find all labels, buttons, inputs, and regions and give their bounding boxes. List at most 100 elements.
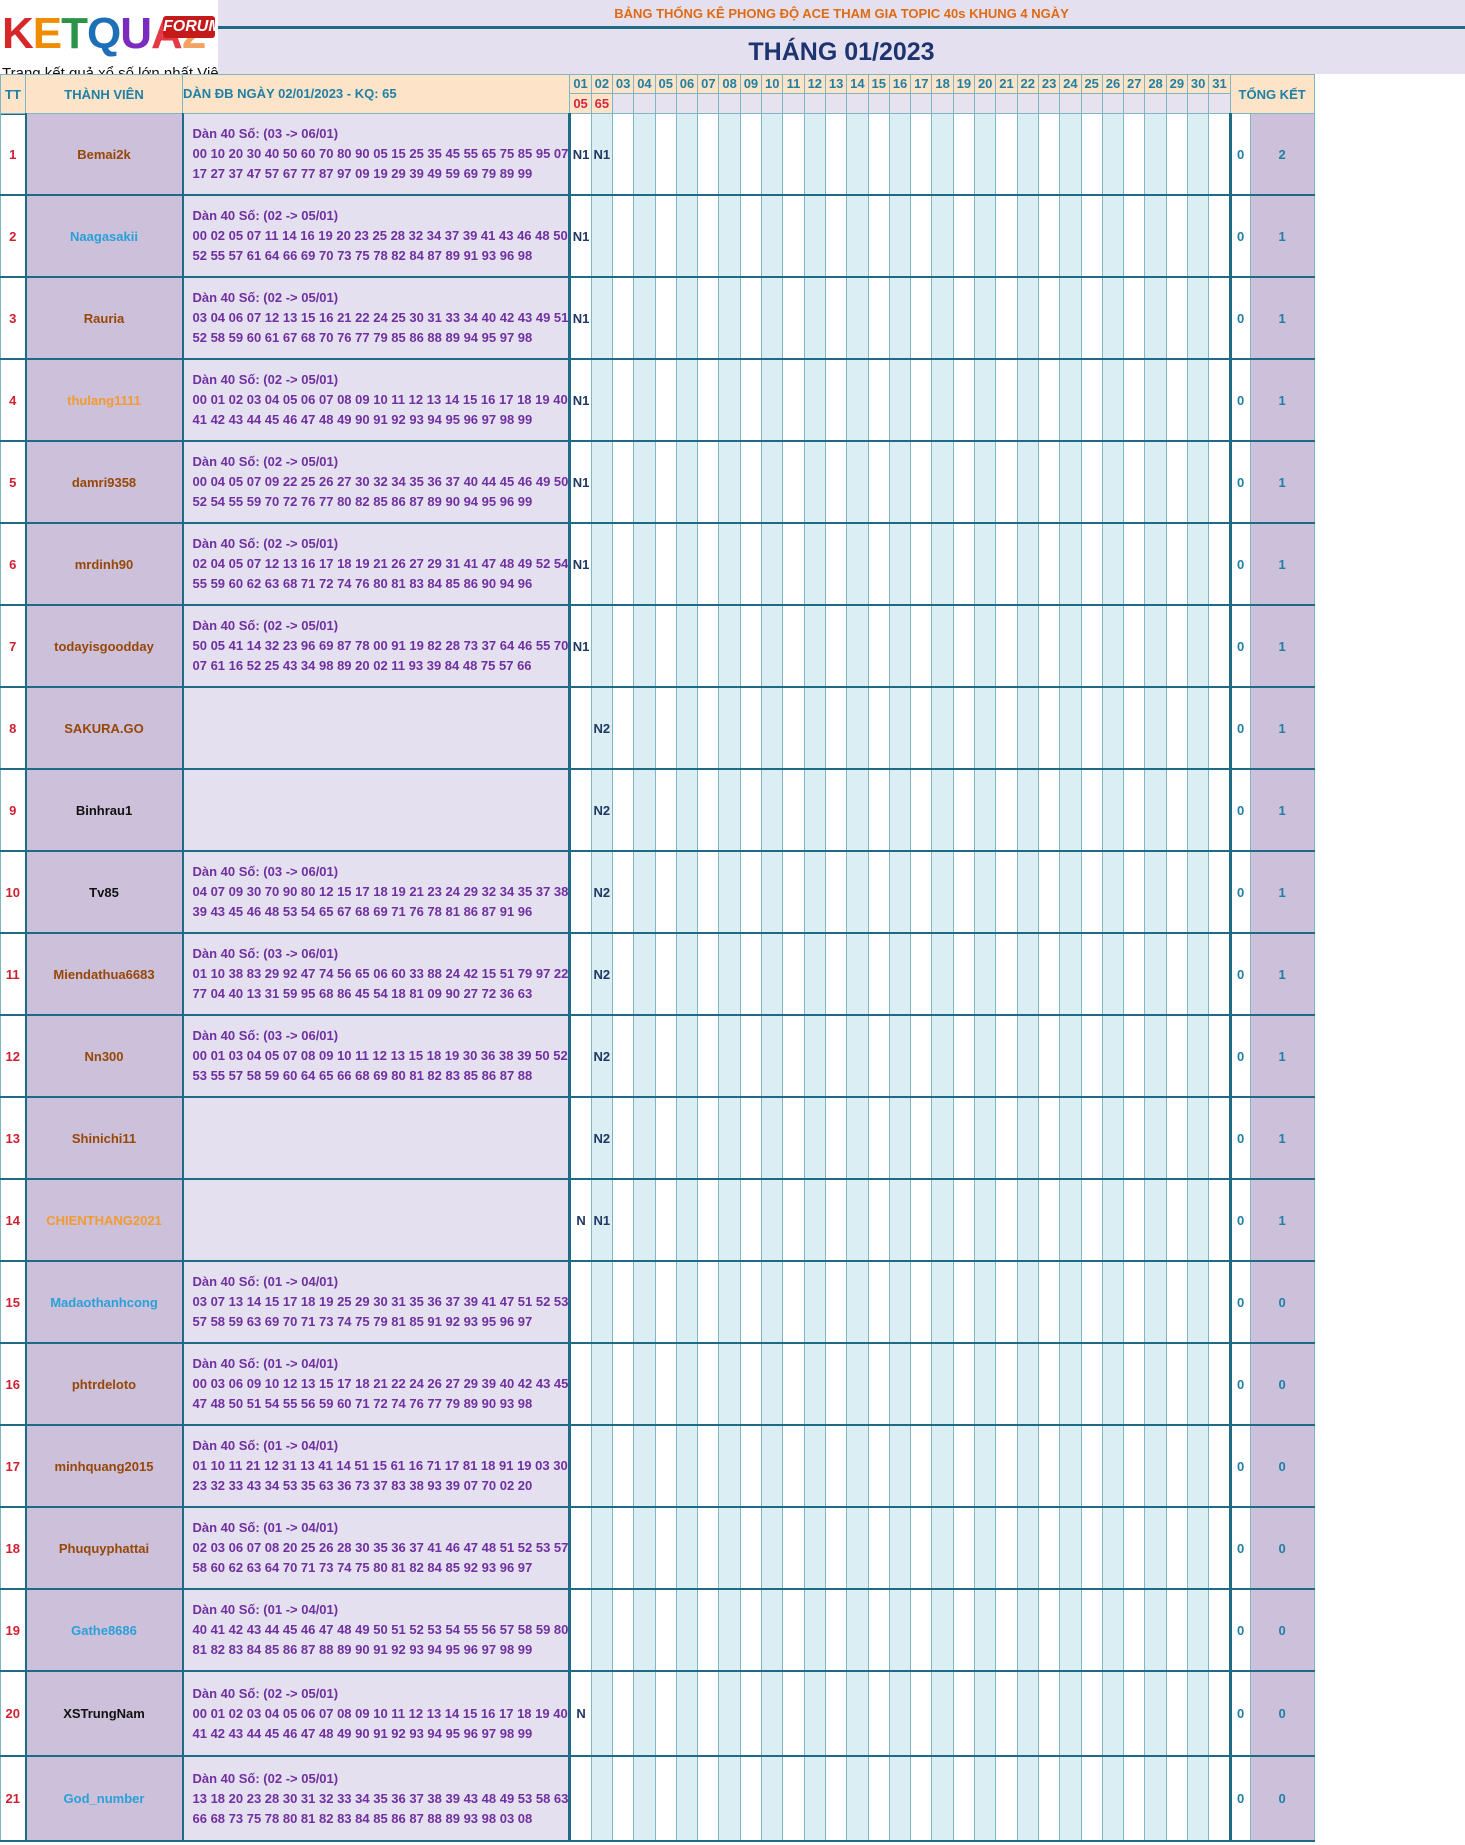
day-cell bbox=[888, 1670, 912, 1757]
day-cell bbox=[1123, 194, 1146, 278]
table-row: 12 Nn300 Dàn 40 Số: (03 -> 06/01) 00 01 03 … bbox=[0, 1014, 1315, 1098]
header-day: 02 bbox=[590, 74, 614, 94]
row-number: 9 bbox=[0, 768, 27, 852]
dan-line: 01 10 38 83 29 92 47 74 56 65 06 60 33 8… bbox=[192, 966, 569, 981]
day-cell bbox=[1080, 1588, 1103, 1672]
day-cell bbox=[1144, 1014, 1167, 1098]
row-number: 6 bbox=[0, 522, 27, 606]
day-cell bbox=[931, 850, 954, 934]
day-cell bbox=[1123, 522, 1146, 606]
header-day: 06 bbox=[675, 74, 699, 94]
day-cell bbox=[888, 686, 912, 770]
dan-line: Dàn 40 Số: (01 -> 04/01) bbox=[192, 1274, 339, 1289]
day-cell bbox=[782, 686, 805, 770]
day-cell bbox=[1016, 113, 1039, 196]
day-cell bbox=[782, 522, 805, 606]
day-cell bbox=[718, 850, 741, 934]
day-cell bbox=[1101, 113, 1125, 196]
result-cell bbox=[846, 92, 869, 115]
day-cell bbox=[910, 1014, 933, 1098]
day-cell bbox=[1059, 1506, 1082, 1590]
day-cell bbox=[910, 276, 933, 360]
table-row: 6 mrdinh90 Dàn 40 Số: (02 -> 05/01) 02 04 0… bbox=[0, 522, 1315, 606]
day-cell bbox=[590, 604, 614, 688]
dan-line: 02 03 06 07 08 20 25 26 28 30 35 36 37 4… bbox=[192, 1540, 569, 1555]
day-cell bbox=[1059, 1096, 1082, 1180]
row-number: 14 bbox=[0, 1178, 27, 1262]
day-cell bbox=[1208, 113, 1231, 196]
header-day: 16 bbox=[888, 74, 912, 94]
total-cell: 1 bbox=[1249, 768, 1315, 852]
day-cell bbox=[974, 768, 997, 852]
day-cell bbox=[633, 276, 656, 360]
day-cell bbox=[1144, 604, 1167, 688]
day-cell bbox=[1123, 1755, 1146, 1842]
table-row: 5 damri9358 Dàn 40 Số: (02 -> 05/01) 00 04 … bbox=[0, 440, 1315, 524]
header-total: TỔNG KẾT bbox=[1229, 74, 1315, 114]
day-cell bbox=[910, 768, 933, 852]
day-cell bbox=[995, 604, 1018, 688]
day-cell bbox=[1208, 1096, 1231, 1180]
day-cell bbox=[824, 522, 848, 606]
day-cell bbox=[824, 1506, 848, 1590]
day-cell bbox=[1101, 1260, 1125, 1344]
day-cell bbox=[824, 686, 848, 770]
day-cell: N bbox=[569, 1670, 592, 1757]
day-cell bbox=[633, 1178, 656, 1262]
day-cell bbox=[931, 1342, 954, 1426]
day-cell bbox=[931, 1014, 954, 1098]
day-cell bbox=[675, 932, 699, 1016]
result-cell bbox=[782, 92, 805, 115]
day-cell bbox=[1080, 194, 1103, 278]
day-cell bbox=[782, 1755, 805, 1842]
day-cell bbox=[867, 1342, 890, 1426]
day-cell bbox=[952, 932, 976, 1016]
day-cell bbox=[1101, 1096, 1125, 1180]
day-cell bbox=[611, 1588, 635, 1672]
table-row: 1 Bemai2k Dàn 40 Số: (03 -> 06/01) 00 10 20… bbox=[0, 113, 1315, 196]
day-cell bbox=[1059, 1342, 1082, 1426]
day-cell bbox=[824, 1670, 848, 1757]
header-day: 11 bbox=[782, 74, 805, 94]
day-cell bbox=[1123, 1588, 1146, 1672]
day-cell bbox=[1123, 768, 1146, 852]
day-cell bbox=[888, 1342, 912, 1426]
score-cell: 0 bbox=[1228, 932, 1251, 1016]
day-cell bbox=[1080, 1260, 1103, 1344]
day-cell bbox=[1187, 1178, 1210, 1262]
dan-line: Dàn 40 Số: (03 -> 06/01) bbox=[192, 946, 339, 961]
day-cell bbox=[952, 522, 976, 606]
dan-line: 57 58 59 63 69 70 71 73 74 75 79 81 85 9… bbox=[192, 1314, 533, 1329]
day-cell bbox=[1165, 440, 1189, 524]
day-cell bbox=[995, 1670, 1018, 1757]
day-cell bbox=[1208, 1260, 1231, 1344]
day-cell bbox=[1059, 113, 1082, 196]
dan-line: 03 07 13 14 15 17 18 19 25 29 30 31 35 3… bbox=[192, 1294, 569, 1309]
day-cell bbox=[1187, 850, 1210, 934]
dan-line: 66 68 73 75 78 80 81 82 83 84 85 86 87 8… bbox=[192, 1810, 533, 1826]
day-cell bbox=[888, 1178, 912, 1262]
day-cell bbox=[1165, 1424, 1189, 1508]
table-row: 17 minhquang2015 Dàn 40 Số: (01 -> 04/01) 0… bbox=[0, 1424, 1315, 1508]
day-cell bbox=[803, 1588, 826, 1672]
day-cell bbox=[739, 768, 763, 852]
day-cell bbox=[803, 1096, 826, 1180]
day-cell bbox=[675, 1755, 699, 1842]
dan-text: Dàn 40 Số: (02 -> 05/01) 00 01 02 03 04 0… bbox=[184, 1684, 567, 1744]
day-cell bbox=[1187, 194, 1210, 278]
day-cell bbox=[611, 1670, 635, 1757]
member-name: Nn300 bbox=[25, 1014, 184, 1098]
day-cell bbox=[824, 932, 848, 1016]
day-cell bbox=[974, 1755, 997, 1842]
day-cell bbox=[1037, 686, 1061, 770]
table-row: 19 Gathe8686 Dàn 40 Số: (01 -> 04/01) 40 41… bbox=[0, 1588, 1315, 1672]
day-cell bbox=[846, 1342, 869, 1426]
day-cell bbox=[633, 850, 656, 934]
day-cell bbox=[1037, 194, 1061, 278]
result-cell bbox=[675, 92, 699, 115]
day-cell bbox=[888, 1424, 912, 1508]
dan-line: 39 43 45 46 48 53 54 65 67 68 69 71 76 7… bbox=[192, 904, 533, 919]
day-cell bbox=[803, 1178, 826, 1262]
day-cell bbox=[867, 604, 890, 688]
day-cell bbox=[739, 1424, 763, 1508]
